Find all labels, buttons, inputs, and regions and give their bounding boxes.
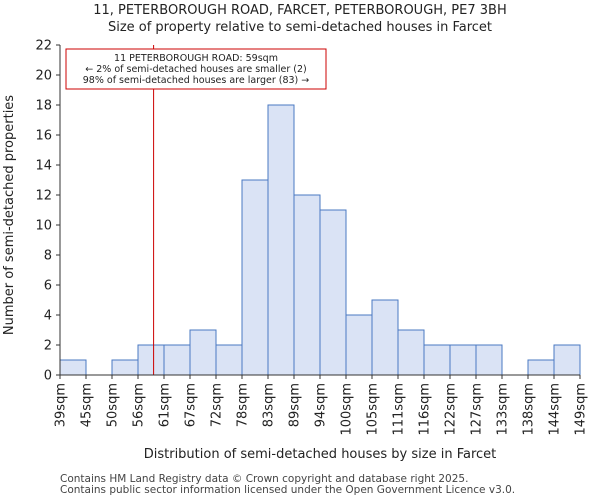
y-tick-label: 22 [35, 39, 52, 54]
bar-94sqm [319, 209, 347, 376]
y-tick-label: 8 [44, 249, 52, 264]
bar-50sqm [111, 359, 139, 376]
bar-56sqm [137, 344, 165, 376]
y-tick-label: 2 [44, 339, 52, 354]
y-tick-label: 14 [35, 159, 52, 174]
y-tick-label: 6 [44, 279, 52, 294]
x-tick-label: 45sqm [80, 383, 95, 427]
x-tick-label: 56sqm [132, 383, 147, 427]
x-tick-label: 39sqm [54, 383, 69, 427]
x-tick-label: 89sqm [288, 383, 303, 427]
x-tick-label: 67sqm [184, 383, 199, 427]
footer-line-2: Contains public sector information licen… [60, 484, 516, 496]
bar-67sqm [189, 329, 217, 376]
bar-89sqm [293, 194, 321, 376]
x-tick-label: 116sqm [418, 383, 433, 436]
bar-138sqm [527, 359, 555, 376]
bar-105sqm [371, 299, 399, 376]
annotation-line-3: 98% of semi-detached houses are larger (… [83, 75, 310, 86]
y-tick-label: 20 [35, 69, 52, 84]
x-tick-label: 50sqm [106, 383, 121, 427]
y-tick-label: 10 [35, 219, 52, 234]
x-tick-label: 100sqm [340, 383, 355, 436]
x-tick-label: 111sqm [392, 383, 407, 436]
y-tick-label: 18 [35, 99, 52, 114]
bar-39sqm [59, 359, 87, 376]
y-tick-label: 16 [35, 129, 52, 144]
x-tick-label: 105sqm [366, 383, 381, 436]
x-tick-label: 61sqm [158, 383, 173, 427]
x-tick-label: 138sqm [522, 383, 537, 436]
bar-61sqm [163, 344, 191, 376]
chart-subtitle: Size of property relative to semi-detach… [107, 20, 493, 35]
bar-116sqm [423, 344, 451, 376]
bar-83sqm [267, 104, 295, 376]
x-tick-label: 94sqm [314, 383, 329, 427]
annotation-line-1: 11 PETERBOROUGH ROAD: 59sqm [114, 53, 278, 64]
x-axis-label: Distribution of semi-detached houses by … [144, 447, 497, 462]
bar-111sqm [397, 329, 425, 376]
y-tick-label: 12 [35, 189, 52, 204]
annotation-line-2: ← 2% of semi-detached houses are smaller… [85, 64, 306, 75]
x-tick-label: 72sqm [210, 383, 225, 427]
x-tick-label: 127sqm [470, 383, 485, 436]
bar-72sqm [215, 344, 243, 376]
bar-127sqm [475, 344, 503, 376]
bar-144sqm [553, 344, 581, 376]
bar-122sqm [449, 344, 477, 376]
x-tick-label: 122sqm [444, 383, 459, 436]
chart-title: 11, PETERBOROUGH ROAD, FARCET, PETERBORO… [93, 3, 507, 18]
x-tick-label: 144sqm [548, 383, 563, 436]
bar-100sqm [345, 314, 373, 376]
x-tick-label: 78sqm [236, 383, 251, 427]
y-axis-label: Number of semi-detached properties [2, 95, 17, 335]
bar-78sqm [241, 179, 269, 376]
x-tick-label: 149sqm [574, 383, 589, 436]
x-tick-label: 83sqm [262, 383, 277, 427]
annotation-box [65, 48, 327, 90]
y-tick-label: 0 [44, 369, 52, 384]
y-tick-label: 4 [44, 309, 52, 324]
x-tick-label: 133sqm [496, 383, 511, 436]
footer-line-1: Contains HM Land Registry data © Crown c… [60, 473, 469, 485]
